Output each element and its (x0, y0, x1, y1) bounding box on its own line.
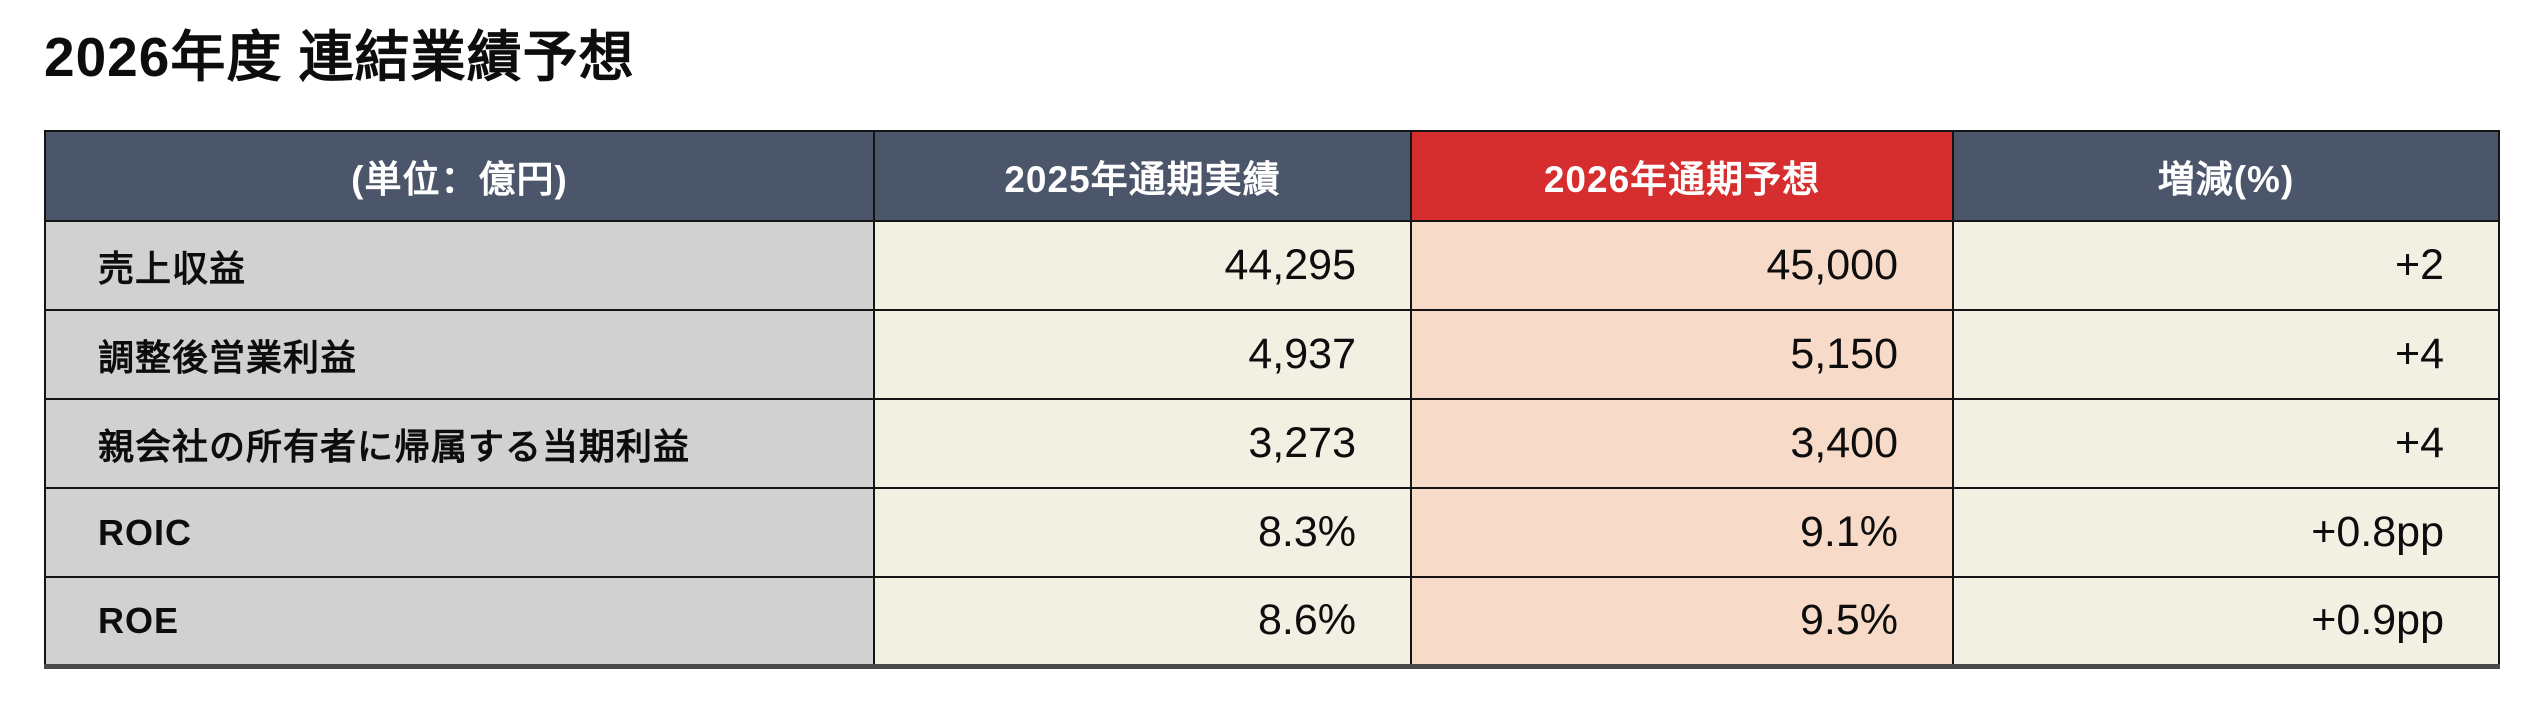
row-label: 売上収益 (44, 220, 875, 311)
actual-value-cell: 4,937 (873, 309, 1412, 400)
actual-value-cell: 8.6% (873, 576, 1412, 667)
financial-forecast-table: (単位：億円) 2025年通期実績 2026年通期予想 増減(%) 売上収益 4… (44, 130, 2500, 669)
table-row-net-profit-attributable-to-owners: 親会社の所有者に帰属する当期利益 3,273 3,400 +4 (44, 398, 2500, 489)
table-row-adjusted-operating-profit: 調整後営業利益 4,937 5,150 +4 (44, 309, 2500, 400)
table-row-revenue: 売上収益 44,295 45,000 +2 (44, 220, 2500, 311)
header-2025-actual: 2025年通期実績 (873, 130, 1412, 222)
forecast-value-cell: 5,150 (1410, 309, 1954, 400)
forecast-value-cell: 9.1% (1410, 487, 1954, 578)
row-label: ROE (44, 576, 875, 667)
actual-value-cell: 8.3% (873, 487, 1412, 578)
change-value-cell: +0.9pp (1952, 576, 2500, 667)
table-header-row: (単位：億円) 2025年通期実績 2026年通期予想 増減(%) (44, 130, 2500, 222)
row-label: 親会社の所有者に帰属する当期利益 (44, 398, 875, 489)
header-unit: (単位：億円) (44, 130, 875, 222)
row-label: 調整後営業利益 (44, 309, 875, 400)
forecast-value-cell: 45,000 (1410, 220, 1954, 311)
header-change-percent: 増減(%) (1952, 130, 2500, 222)
row-label: ROIC (44, 487, 875, 578)
actual-value-cell: 44,295 (873, 220, 1412, 311)
change-value-cell: +4 (1952, 309, 2500, 400)
page-title: 2026年度 連結業績予想 (44, 26, 635, 88)
table-row-roic: ROIC 8.3% 9.1% +0.8pp (44, 487, 2500, 578)
table-row-roe: ROE 8.6% 9.5% +0.9pp (44, 576, 2500, 667)
actual-value-cell: 3,273 (873, 398, 1412, 489)
change-value-cell: +0.8pp (1952, 487, 2500, 578)
forecast-value-cell: 9.5% (1410, 576, 1954, 667)
forecast-value-cell: 3,400 (1410, 398, 1954, 489)
header-2026-forecast: 2026年通期予想 (1410, 130, 1954, 222)
change-value-cell: +2 (1952, 220, 2500, 311)
change-value-cell: +4 (1952, 398, 2500, 489)
